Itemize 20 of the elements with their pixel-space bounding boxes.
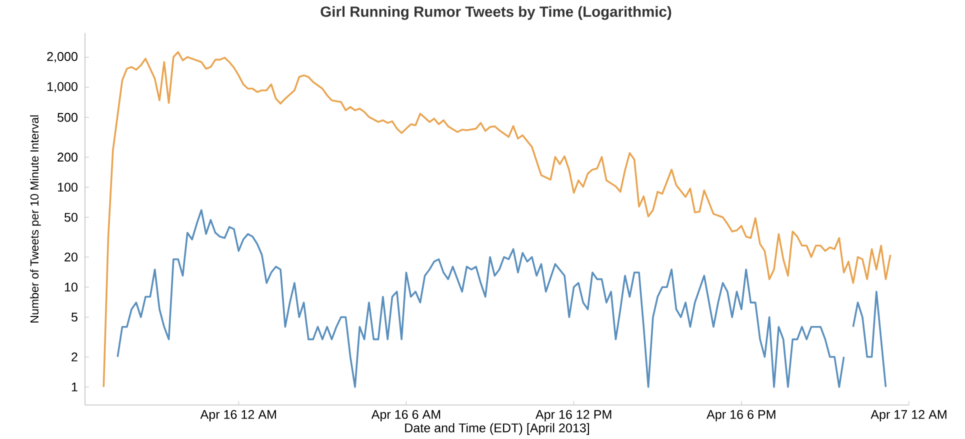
line-series — [102, 51, 892, 388]
y-tick-label: 2 — [72, 352, 78, 362]
y-tick-label: 50 — [64, 212, 78, 222]
y-tick-label: 1,000 — [48, 82, 78, 92]
x-tick-label: Apr 17 12 AM — [870, 410, 946, 422]
y-tick-label: 2,000 — [47, 52, 78, 62]
y-tick-label: 1 — [72, 382, 78, 392]
x-tick-label: Apr 16 6 PM — [706, 410, 776, 422]
y-tick-label: 200 — [58, 152, 78, 162]
y-axis-title: Number of Tweets per 10 Minute Interval — [30, 115, 41, 322]
chart-title: Girl Running Rumor Tweets by Time (Logarithmic) — [320, 6, 672, 20]
x-axis-title: Date and Time (EDT) [April 2013] — [405, 423, 589, 435]
x-tick-label: Apr 16 6 AM — [371, 410, 440, 422]
x-tick-label: Apr 16 12 PM — [535, 410, 612, 422]
y-tick-label: 10 — [64, 282, 78, 292]
y-tick-label: 5 — [71, 312, 78, 322]
x-tick-label: Apr 16 12 AM — [200, 410, 276, 422]
y-tick-label: 20 — [64, 252, 78, 262]
y-tick-label: 100 — [58, 182, 78, 192]
y-tick-label: 500 — [58, 112, 78, 122]
